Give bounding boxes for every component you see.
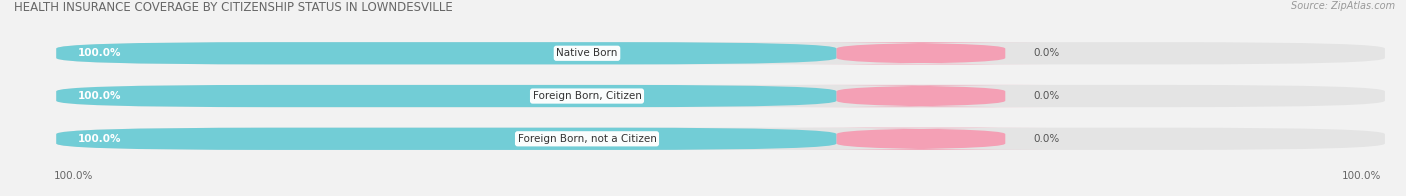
FancyBboxPatch shape [56,128,1385,150]
Text: Foreign Born, not a Citizen: Foreign Born, not a Citizen [517,134,657,144]
FancyBboxPatch shape [56,128,837,150]
FancyBboxPatch shape [56,85,1385,107]
Text: Source: ZipAtlas.com: Source: ZipAtlas.com [1291,1,1395,11]
Text: 100.0%: 100.0% [53,171,93,181]
Text: 0.0%: 0.0% [1033,48,1060,58]
Text: 100.0%: 100.0% [77,91,121,101]
Text: HEALTH INSURANCE COVERAGE BY CITIZENSHIP STATUS IN LOWNDESVILLE: HEALTH INSURANCE COVERAGE BY CITIZENSHIP… [14,1,453,14]
Text: 100.0%: 100.0% [77,48,121,58]
Text: Native Born: Native Born [557,48,617,58]
Text: 100.0%: 100.0% [1341,171,1381,181]
Text: 0.0%: 0.0% [1033,91,1060,101]
FancyBboxPatch shape [794,85,1047,107]
FancyBboxPatch shape [56,85,837,107]
FancyBboxPatch shape [56,42,1385,64]
FancyBboxPatch shape [794,128,1047,150]
FancyBboxPatch shape [794,42,1047,64]
FancyBboxPatch shape [56,42,837,64]
Text: 0.0%: 0.0% [1033,134,1060,144]
Text: 100.0%: 100.0% [77,134,121,144]
Text: Foreign Born, Citizen: Foreign Born, Citizen [533,91,641,101]
